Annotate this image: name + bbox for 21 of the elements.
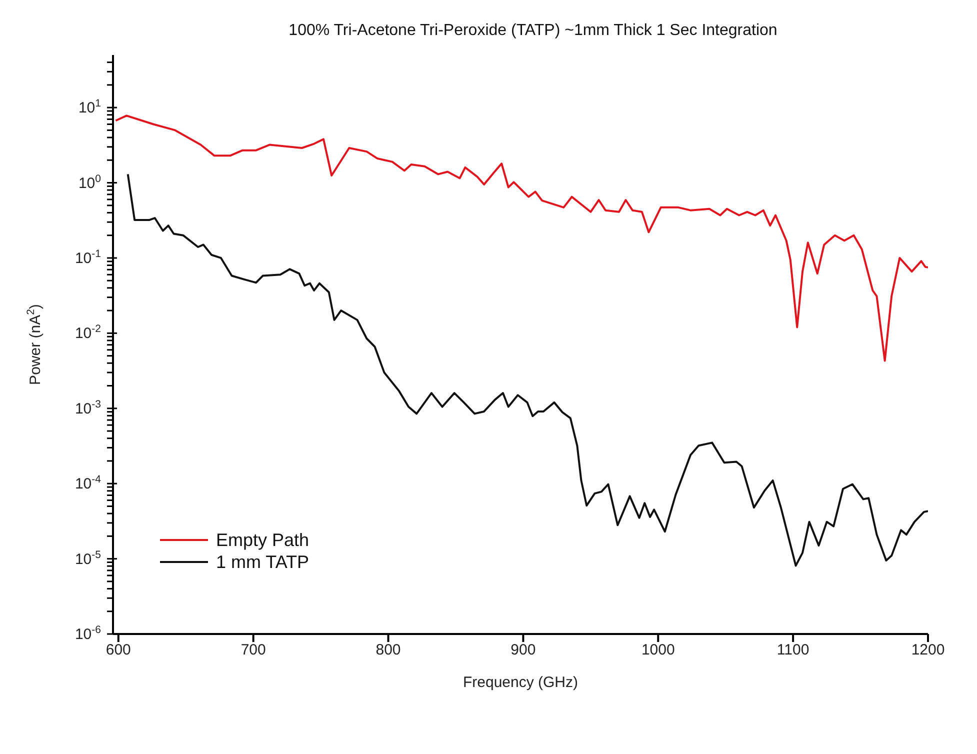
x-tick-label: 600: [106, 642, 131, 659]
x-tick-label: 1000: [641, 642, 675, 659]
x-tick-label: 800: [376, 642, 401, 659]
legend-label: 1 mm TATP: [216, 551, 310, 573]
x-axis-title: Frequency (GHz): [462, 674, 578, 691]
x-tick-label: 1100: [776, 642, 810, 659]
y-tick-label: 10$^{-3}$: [74, 398, 102, 418]
line-series: [126, 173, 928, 567]
y-tick-label: 10$^{0}$: [78, 172, 102, 192]
line-series: [114, 114, 928, 362]
y-tick-label: 10$^{-5}$: [74, 548, 102, 568]
legend-label: Empty Path: [216, 529, 310, 551]
chart-title: 100% Tri-Acetone Tri-Peroxide (TATP) ~1mm Thick 1 Sec Integration: [288, 22, 778, 40]
x-tick-label: 900: [510, 642, 536, 659]
y-tick-label: 10$^{-6}$: [74, 624, 102, 643]
y-tick-label: 10$^{-1}$: [74, 248, 102, 267]
y-tick-label: 10$^{-4}$: [74, 474, 102, 493]
y-tick-label: 10$^{1}$: [78, 98, 102, 117]
y-tick-label: 10$^{-2}$: [74, 323, 102, 342]
x-tick-label: 1200: [911, 642, 945, 659]
x-tick-label: 700: [240, 642, 266, 659]
